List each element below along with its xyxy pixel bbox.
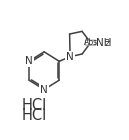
- Text: N: N: [25, 56, 33, 66]
- Text: HCl: HCl: [22, 108, 47, 123]
- Text: HCl: HCl: [22, 98, 47, 113]
- Text: N: N: [66, 52, 74, 62]
- Text: NH: NH: [96, 38, 112, 48]
- FancyBboxPatch shape: [85, 40, 96, 45]
- Text: N: N: [40, 85, 48, 95]
- Text: Abs: Abs: [84, 38, 98, 47]
- Text: 2: 2: [105, 39, 110, 48]
